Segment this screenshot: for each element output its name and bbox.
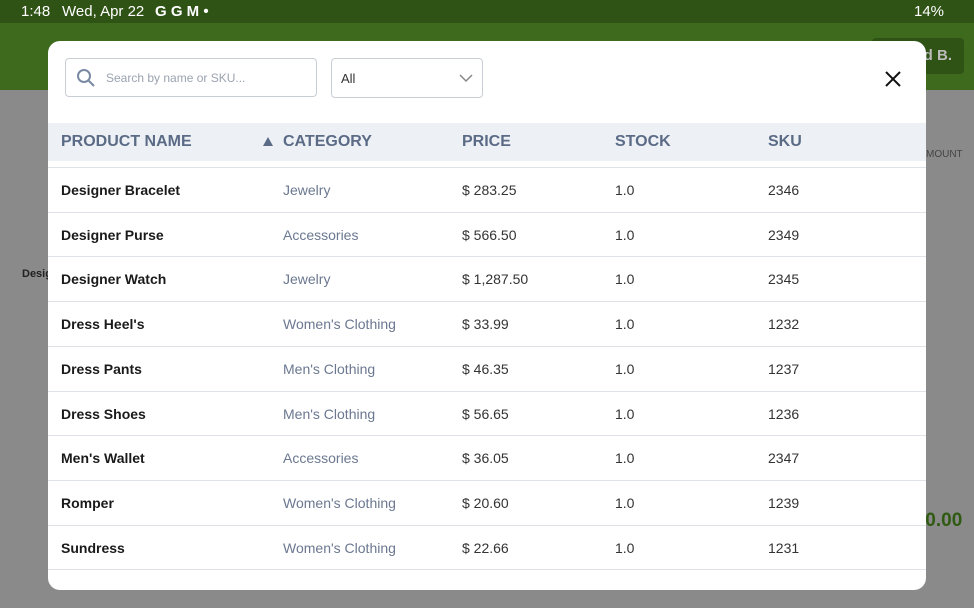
- product-modal: Search by name or SKU... All PRODUCT NAM…: [48, 41, 926, 590]
- product-row[interactable]: Designer Bracelet Jewelry $ 283.25 1.0 2346: [48, 167, 926, 212]
- header-category[interactable]: CATEGORY: [283, 133, 372, 150]
- stock: 1.0: [615, 316, 635, 333]
- category: Women's Clothing: [283, 494, 396, 511]
- price: $ 283.25: [462, 182, 517, 198]
- category: Women's Clothing: [283, 316, 396, 333]
- search-placeholder: Search by name or SKU...: [106, 71, 246, 85]
- sort-arrow[interactable]: [263, 137, 273, 146]
- header-price[interactable]: PRICE: [462, 133, 511, 150]
- close-button[interactable]: [884, 70, 902, 88]
- category: Women's Clothing: [283, 539, 396, 556]
- price: $ 46.35: [462, 360, 509, 377]
- sku: 1239: [768, 494, 800, 511]
- product-row[interactable]: Designer Watch Jewelry $ 1,287.50 1.0 2345: [48, 256, 926, 301]
- category-filter[interactable]: All: [331, 58, 483, 98]
- sku: 2345: [768, 271, 800, 288]
- category: Men's Clothing: [283, 360, 376, 377]
- status-bar: 1:48 Wed, Apr 22 G G M • 14%: [0, 0, 974, 23]
- product-row[interactable]: Dress Pants Men's Clothing $ 46.35 1.0 1237: [48, 345, 926, 391]
- total: .0.00: [920, 510, 963, 531]
- date: Wed, Apr 22: [62, 3, 145, 20]
- product-name: Designer Bracelet: [61, 182, 181, 198]
- stock: 1.0: [615, 494, 635, 511]
- product-name: Designer Purse: [61, 226, 164, 243]
- price: $ 33.99: [462, 316, 509, 333]
- product-name: Romper: [61, 494, 114, 511]
- header-product-name[interactable]: PRODUCT NAME: [61, 133, 192, 150]
- column-header: MOUNT: [926, 149, 963, 160]
- category: Jewelry: [283, 182, 331, 198]
- category: Jewelry: [283, 271, 331, 288]
- product-row[interactable]: Sundress Women's Clothing $ 22.66 1.0 1231: [48, 524, 926, 570]
- price: $ 22.66: [462, 539, 509, 556]
- sku: 2347: [768, 450, 800, 467]
- search-icon: [77, 69, 95, 87]
- sku: 1237: [768, 360, 800, 377]
- product-row[interactable]: Designer Purse Accessories $ 566.50 1.0 2349: [48, 211, 926, 257]
- stock: 1.0: [615, 539, 635, 556]
- category: Accessories: [283, 226, 359, 243]
- price: $ 56.65: [462, 405, 509, 422]
- app-icons: G G M •: [155, 3, 209, 20]
- price: $ 566.50: [462, 226, 517, 243]
- price: $ 20.60: [462, 494, 509, 511]
- product-row[interactable]: Men's Wallet Accessories $ 36.05 1.0 2347: [48, 435, 926, 480]
- sku: 1236: [768, 405, 800, 422]
- stock: 1.0: [615, 450, 635, 467]
- battery: 14%: [914, 3, 945, 20]
- dropdown-arrow: [459, 74, 473, 83]
- row-divider: [48, 569, 926, 571]
- product-name: Sundress: [61, 539, 125, 556]
- product-name: Men's Wallet: [61, 450, 145, 467]
- stock: 1.0: [615, 226, 635, 243]
- product-name: Dress Shoes: [61, 405, 146, 422]
- price: $ 1,287.50: [462, 271, 529, 288]
- product-name: Dress Heel's: [61, 316, 145, 333]
- sku: 2349: [768, 226, 800, 243]
- product-name: Dress Pants: [61, 360, 142, 377]
- time: 1:48: [21, 3, 51, 20]
- header-sku[interactable]: SKU: [768, 133, 802, 150]
- sku: 2346: [768, 182, 800, 198]
- product-row[interactable]: Dress Shoes Men's Clothing $ 56.65 1.0 1236: [48, 390, 926, 436]
- header-stock[interactable]: STOCK: [615, 133, 671, 150]
- stock: 1.0: [615, 271, 635, 288]
- sku: 1232: [768, 316, 800, 333]
- stock: 1.0: [615, 405, 635, 422]
- category: Accessories: [283, 450, 359, 467]
- filter-value: All: [341, 71, 356, 86]
- search-input[interactable]: Search by name or SKU...: [65, 58, 317, 97]
- sku: 1231: [768, 539, 800, 556]
- category: Men's Clothing: [283, 405, 376, 422]
- product-label: Desig: [22, 268, 52, 280]
- stock: 1.0: [615, 360, 635, 377]
- product-row[interactable]: Romper Women's Clothing $ 20.60 1.0 1239: [48, 479, 926, 525]
- table-header: PRODUCT NAME CATEGORY PRICE STOCK SKU: [48, 123, 926, 161]
- price: $ 36.05: [462, 450, 509, 467]
- product-name: Designer Watch: [61, 271, 167, 288]
- product-row[interactable]: Dress Heel's Women's Clothing $ 33.99 1.0 12…: [48, 301, 926, 346]
- stock: 1.0: [615, 182, 635, 198]
